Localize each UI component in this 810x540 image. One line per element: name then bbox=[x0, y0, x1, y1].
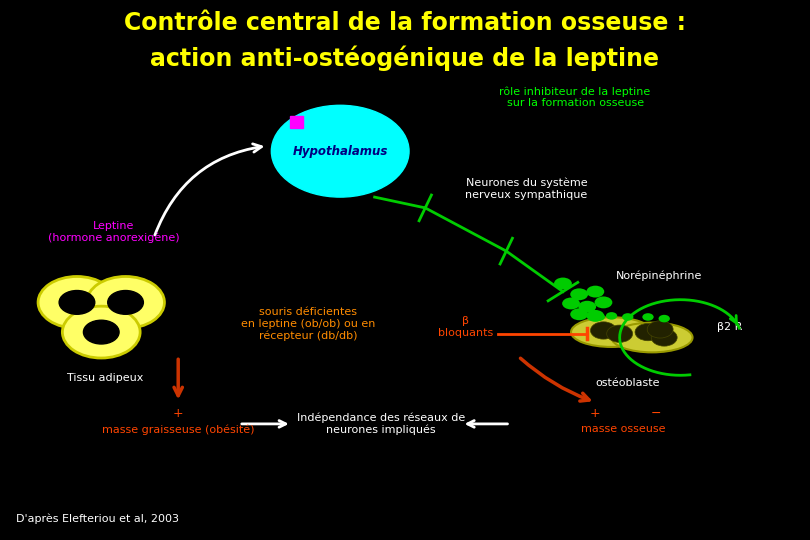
Circle shape bbox=[83, 320, 119, 344]
Text: Indépendance des réseaux de
neurones impliqués: Indépendance des réseaux de neurones imp… bbox=[296, 413, 465, 435]
Circle shape bbox=[570, 308, 588, 320]
Circle shape bbox=[586, 286, 604, 298]
Circle shape bbox=[62, 306, 140, 358]
Circle shape bbox=[271, 105, 409, 197]
Text: Norépinéphrine: Norépinéphrine bbox=[616, 270, 702, 281]
Circle shape bbox=[647, 321, 673, 338]
Circle shape bbox=[622, 313, 633, 321]
Circle shape bbox=[651, 329, 677, 346]
Text: Tissu adipeux: Tissu adipeux bbox=[67, 373, 143, 383]
Text: +: + bbox=[590, 407, 601, 420]
Circle shape bbox=[659, 315, 670, 322]
Text: rôle inhibiteur de la leptine
sur la formation osseuse: rôle inhibiteur de la leptine sur la for… bbox=[500, 86, 650, 108]
Circle shape bbox=[554, 278, 572, 289]
Text: Leptine
(hormone anorexigène): Leptine (hormone anorexigène) bbox=[48, 221, 179, 244]
Text: D'après Elefteriou et al, 2003: D'après Elefteriou et al, 2003 bbox=[16, 514, 179, 524]
Text: ostéoblaste: ostéoblaste bbox=[595, 378, 660, 388]
Text: masse graisseuse (obésité): masse graisseuse (obésité) bbox=[102, 424, 254, 435]
Circle shape bbox=[595, 296, 612, 308]
Circle shape bbox=[594, 313, 605, 321]
Circle shape bbox=[570, 288, 588, 300]
Ellipse shape bbox=[612, 322, 693, 352]
Circle shape bbox=[607, 325, 633, 342]
Circle shape bbox=[606, 312, 617, 320]
Circle shape bbox=[59, 291, 95, 314]
Text: β2 R: β2 R bbox=[717, 322, 742, 332]
Text: Neurones du système
nerveux sympathique: Neurones du système nerveux sympathique bbox=[466, 178, 587, 200]
Circle shape bbox=[87, 276, 164, 328]
Circle shape bbox=[108, 291, 143, 314]
Circle shape bbox=[38, 276, 116, 328]
Circle shape bbox=[635, 323, 661, 341]
FancyBboxPatch shape bbox=[290, 116, 303, 128]
Circle shape bbox=[590, 322, 616, 339]
Circle shape bbox=[586, 310, 604, 322]
Circle shape bbox=[578, 301, 596, 313]
Text: −: − bbox=[651, 407, 661, 420]
Circle shape bbox=[642, 313, 654, 321]
Text: action anti-ostéogénique de la leptine: action anti-ostéogénique de la leptine bbox=[151, 46, 659, 71]
Text: souris déficientes
en leptine (ob/ob) ou en
récepteur (db/db): souris déficientes en leptine (ob/ob) ou… bbox=[241, 307, 375, 341]
Circle shape bbox=[562, 298, 580, 309]
Text: Hypothalamus: Hypothalamus bbox=[292, 145, 388, 158]
Text: β
bloquants: β bloquants bbox=[438, 316, 493, 338]
Text: masse osseuse: masse osseuse bbox=[582, 424, 666, 434]
Ellipse shape bbox=[571, 317, 652, 347]
Text: +: + bbox=[173, 407, 184, 420]
Text: Contrôle central de la formation osseuse :: Contrôle central de la formation osseuse… bbox=[124, 11, 686, 35]
